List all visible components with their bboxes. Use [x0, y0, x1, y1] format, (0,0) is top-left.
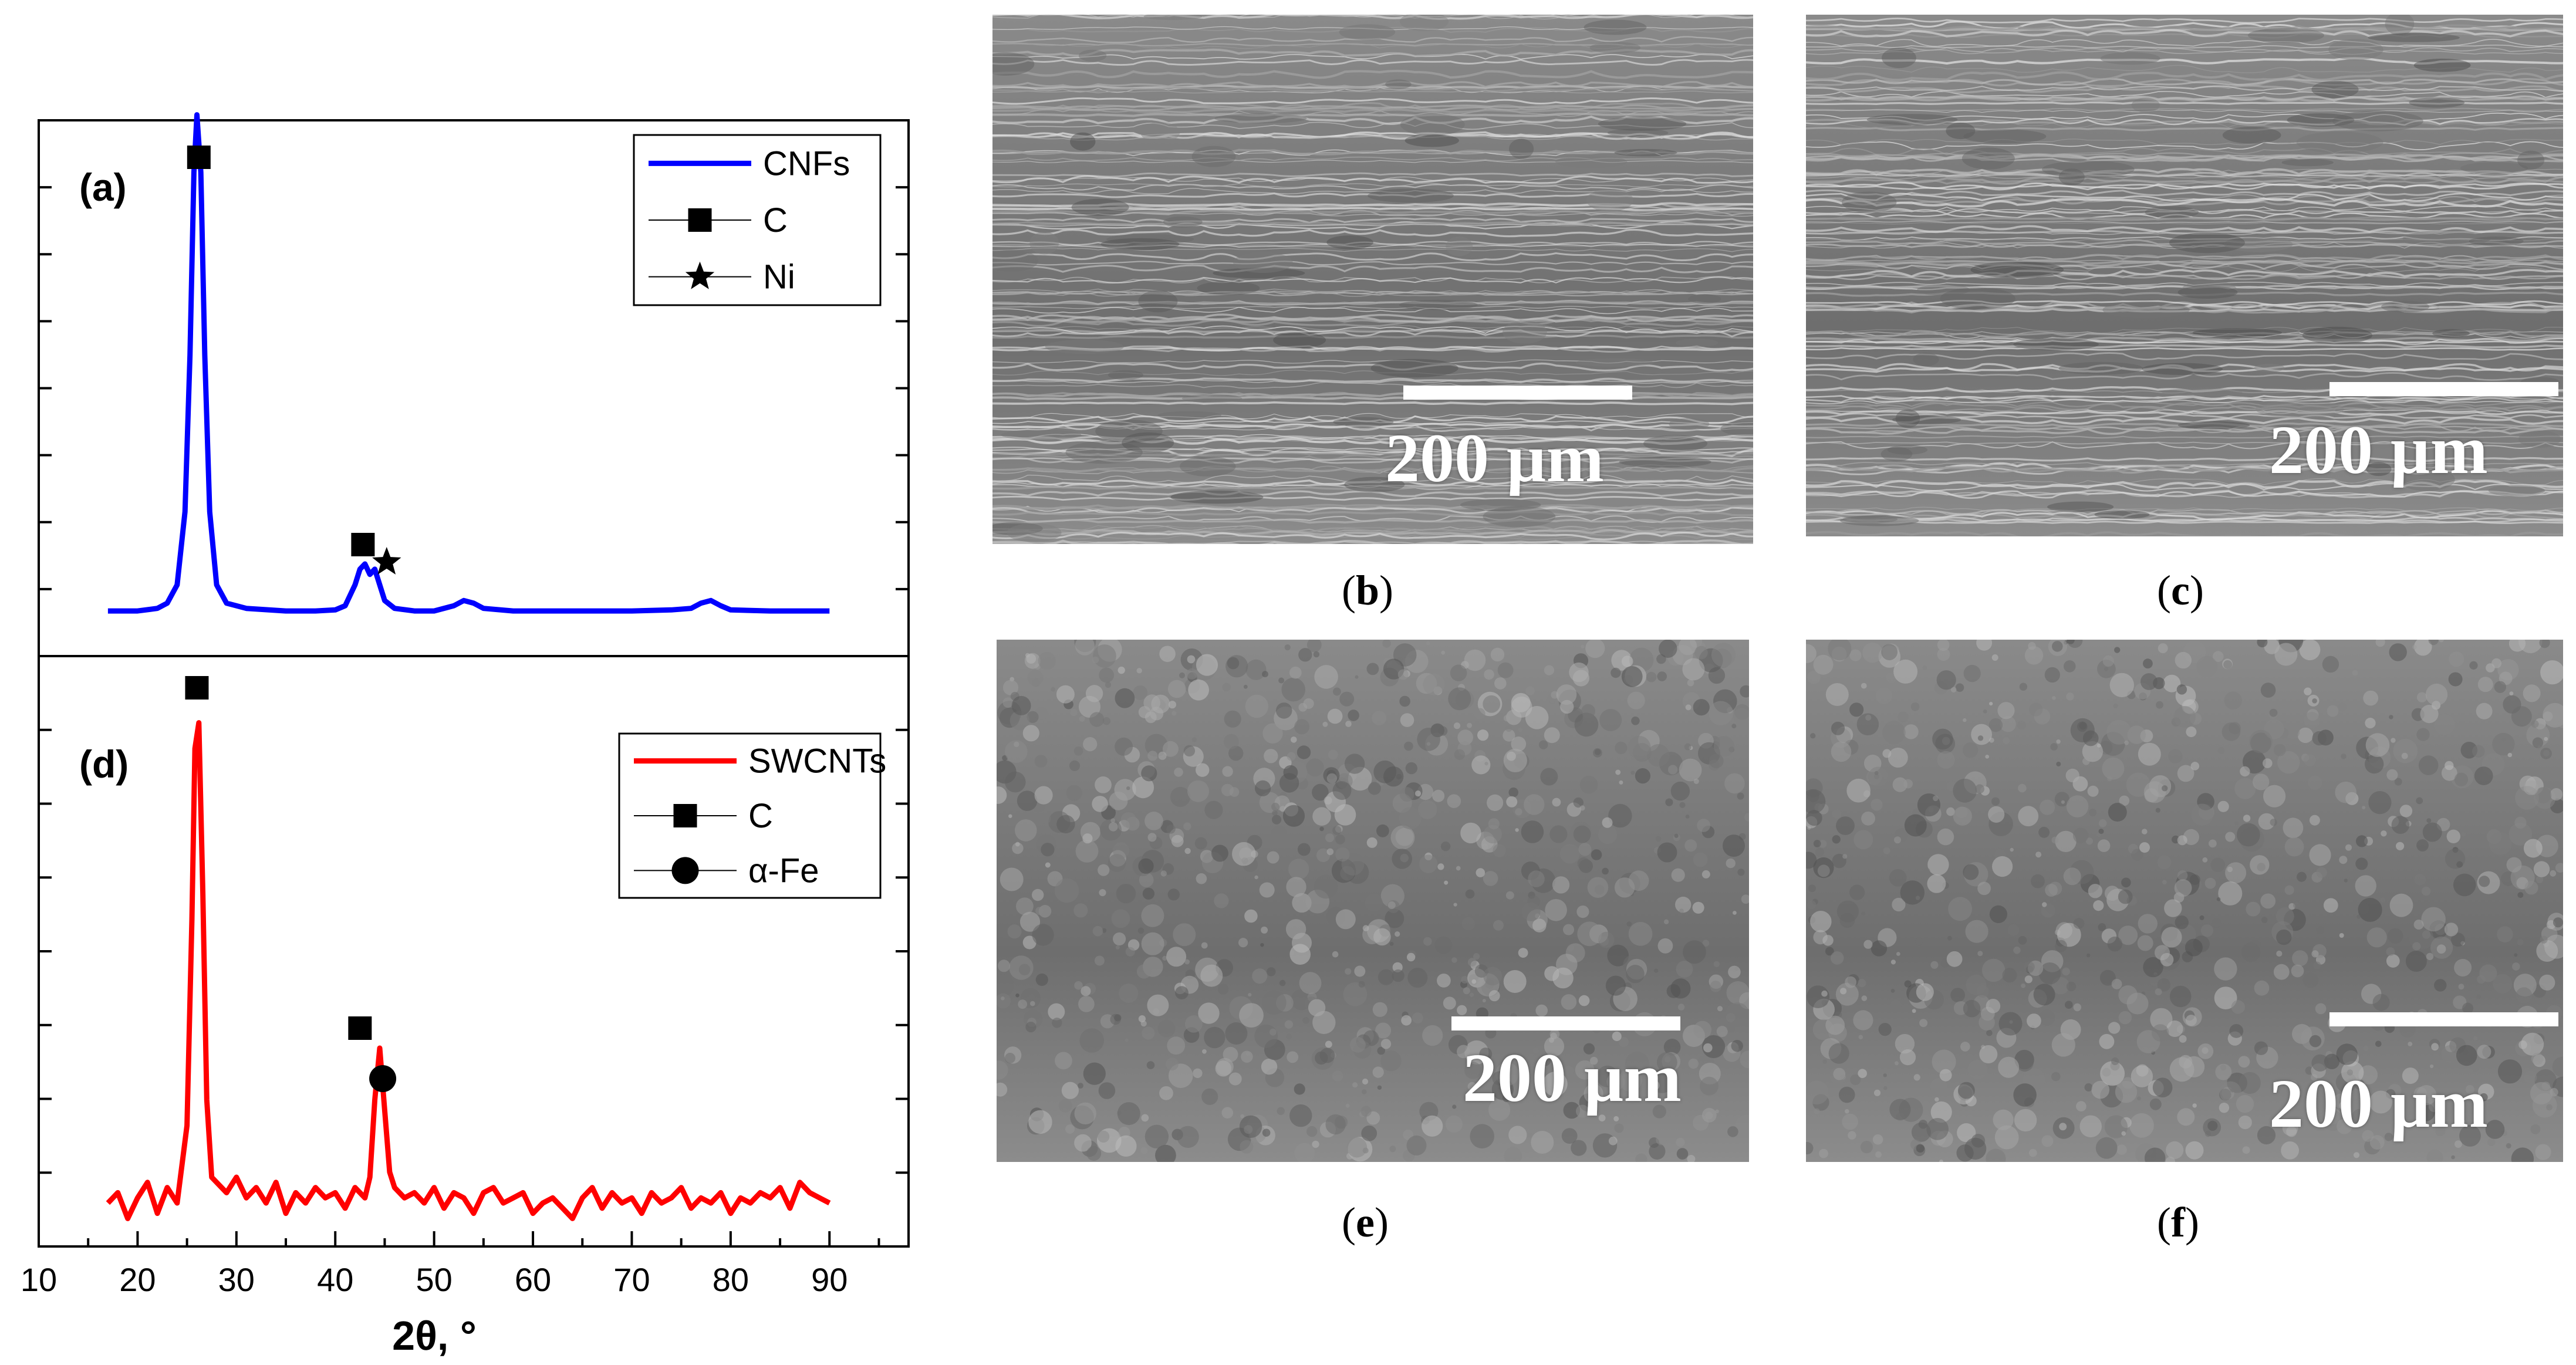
legend-label: Ni	[763, 258, 795, 296]
peak-marker-star	[372, 547, 401, 575]
scale-label-b: 200 µm	[1385, 420, 1604, 496]
legend-label: C	[763, 201, 788, 239]
caption-c-letter: c	[2170, 567, 2190, 614]
x-tick-label: 80	[713, 1261, 749, 1298]
peak-marker-square	[187, 146, 211, 169]
series-line-swcnts	[106, 720, 831, 1221]
x-tick-label: 60	[515, 1261, 551, 1298]
legend-label: CNFs	[763, 144, 850, 183]
x-tick-label: 40	[317, 1261, 353, 1298]
sem-image-c	[1806, 15, 2563, 536]
scale-bar-c	[2329, 382, 2558, 396]
peak-marker-square	[351, 533, 375, 556]
x-tick-label: 10	[21, 1261, 57, 1298]
sem-image-f	[1806, 640, 2563, 1162]
x-tick-label: 70	[613, 1261, 650, 1298]
peak-marker-square	[185, 676, 209, 700]
scale-label-f: 200 µm	[2269, 1065, 2488, 1142]
panel-label: (d)	[79, 742, 129, 786]
x-tick-label: 90	[811, 1261, 848, 1298]
legend-label: α-Fe	[748, 852, 819, 890]
caption-f: (f)	[2157, 1199, 2199, 1246]
caption-c: (c)	[2157, 567, 2204, 614]
x-axis-label: 2θ, °	[392, 1313, 477, 1359]
peak-marker-square	[348, 1016, 372, 1040]
caption-e: (e)	[1342, 1199, 1389, 1246]
sem-image-e	[997, 640, 1749, 1162]
series-line-cnfs	[107, 112, 830, 614]
x-tick-label: 30	[218, 1261, 255, 1298]
scale-label-c: 200 µm	[2269, 411, 2488, 488]
caption-b: (b)	[1342, 567, 1394, 614]
x-tick-label: 50	[416, 1261, 452, 1298]
panel-label: (a)	[79, 165, 127, 209]
xrd-panel-a: (a) CNFs C Ni	[38, 112, 910, 657]
caption-e-letter: e	[1355, 1199, 1375, 1246]
legend-label: SWCNTs	[748, 742, 886, 781]
x-axis: 10 20 30 40 50 60 70 80 90 2θ, °	[21, 1231, 880, 1359]
x-tick-label: 20	[119, 1261, 156, 1298]
legend-square-icon	[673, 804, 697, 827]
scale-bar-f	[2329, 1012, 2558, 1026]
legend-square-icon	[688, 208, 712, 232]
legend-label: C	[748, 797, 773, 835]
scale-label-e: 200 µm	[1463, 1039, 1682, 1116]
scale-bar-e	[1451, 1016, 1680, 1030]
sem-image-b	[992, 15, 1753, 544]
peak-marker-circle	[369, 1065, 397, 1092]
legend-star-icon	[685, 261, 715, 289]
scale-bar-b	[1403, 386, 1632, 400]
xrd-chart: (a) CNFs C Ni (d) SWCNTs Cα-Fe 10 20 30 40 50 60 70…	[21, 112, 910, 1359]
caption-b-letter: b	[1355, 567, 1380, 614]
caption-f-letter: f	[2170, 1199, 2185, 1246]
xrd-panel-d: (d) SWCNTs Cα-Fe	[38, 655, 910, 1248]
legend-circle-icon	[671, 857, 699, 884]
